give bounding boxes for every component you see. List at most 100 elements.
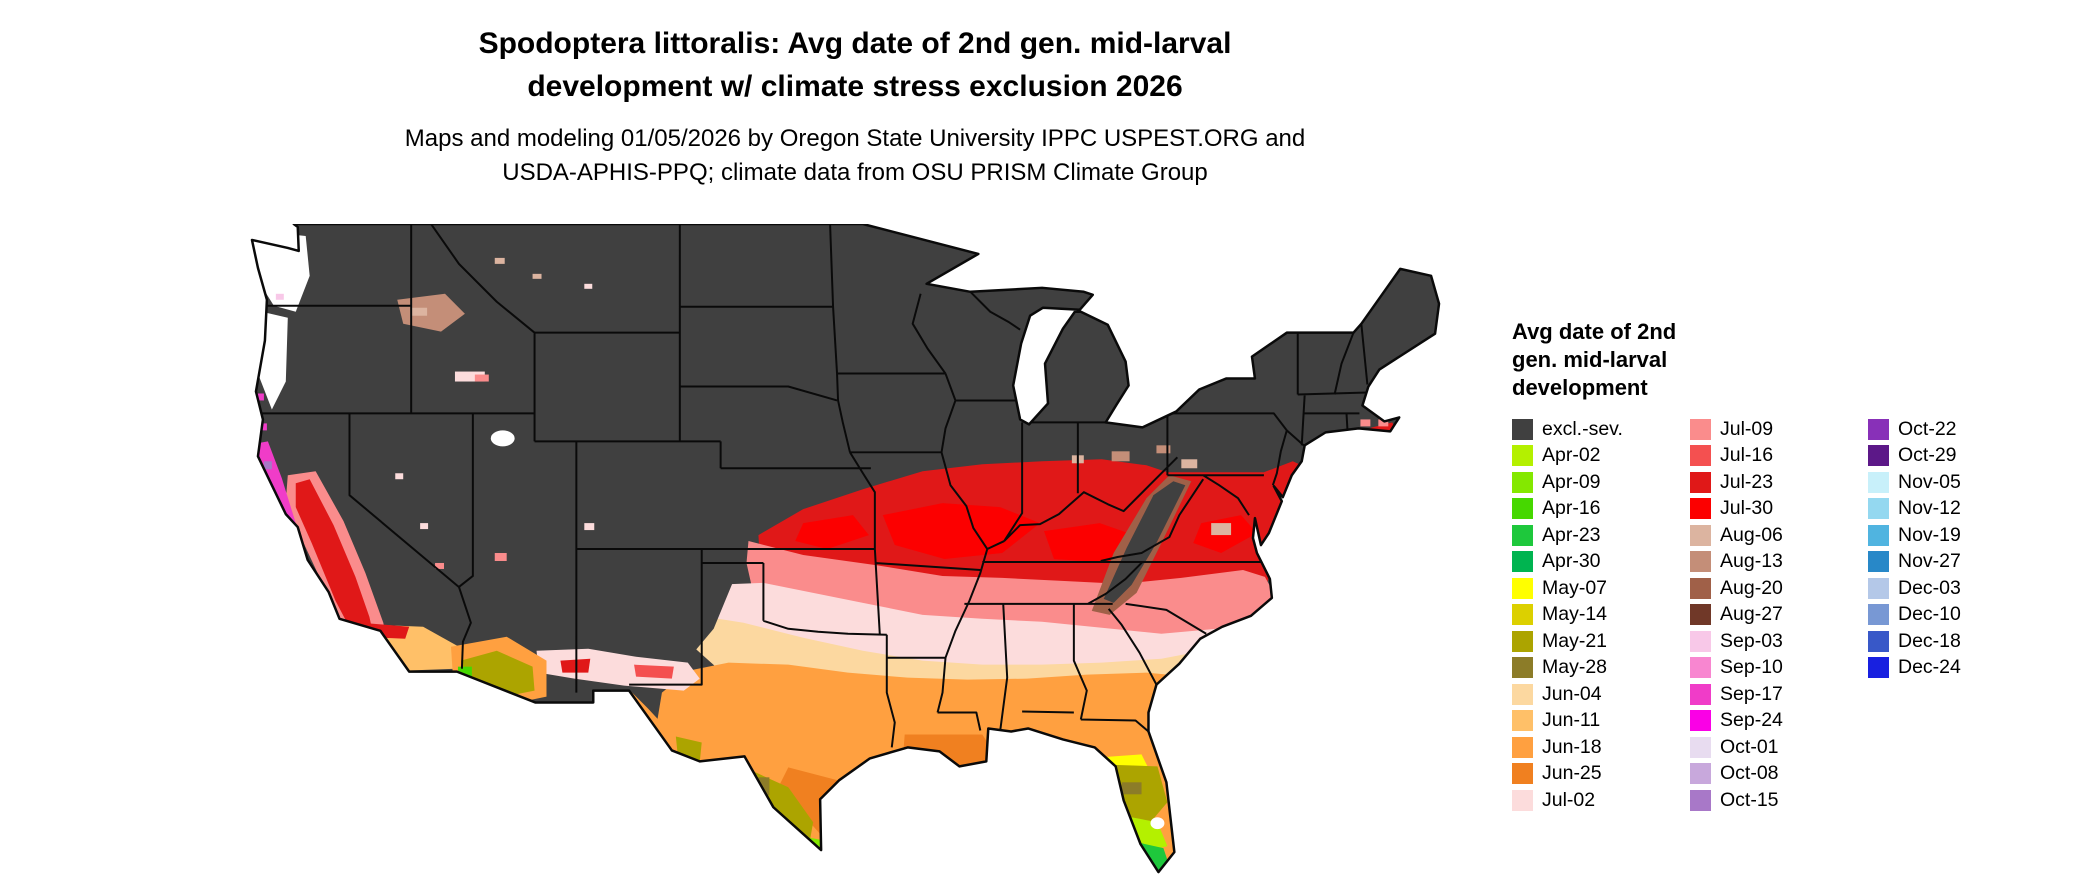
legend-swatch xyxy=(1690,763,1711,785)
legend-swatch xyxy=(1512,471,1533,493)
region-id-snake-salmon xyxy=(474,374,489,382)
map-subtitle-line-2: USDA-APHIS-PPQ; climate data from OSU PR… xyxy=(502,159,1208,186)
legend-entry: Aug-06 xyxy=(1690,522,1868,549)
legend-entry: Jul-23 xyxy=(1690,469,1868,496)
legend-label: Dec-10 xyxy=(1898,603,1961,626)
legend-entry: Jun-18 xyxy=(1512,734,1690,761)
legend-label: Jul-16 xyxy=(1720,444,1774,467)
legend-swatch xyxy=(1690,736,1711,758)
legend-label: Jul-30 xyxy=(1720,497,1774,520)
map-title-line-2: development w/ climate stress exclusion … xyxy=(527,70,1183,103)
region-ca-coast-purple-speck-2 xyxy=(255,483,263,491)
legend-entry: Oct-08 xyxy=(1690,761,1868,788)
region-sw-red-spot-az xyxy=(560,658,591,673)
legend-swatch xyxy=(1512,418,1533,440)
legend-entry: Jul-16 xyxy=(1690,443,1868,470)
legend-label: Sep-10 xyxy=(1720,656,1783,679)
legend-swatch xyxy=(1690,445,1711,467)
legend-label: Apr-16 xyxy=(1542,497,1601,520)
legend-label: Oct-08 xyxy=(1720,762,1779,785)
region-ca-coast-pink-speck xyxy=(365,652,374,659)
legend-entry: Nov-12 xyxy=(1868,496,1961,523)
region-jul30-core-kansas xyxy=(795,515,869,550)
legend-swatch xyxy=(1512,710,1533,732)
legend-swatch xyxy=(1868,524,1889,546)
region-nw-magenta-speck-4 xyxy=(255,393,264,401)
region-nv-speck-3 xyxy=(435,562,445,569)
legend-label: Aug-06 xyxy=(1720,523,1783,546)
region-mt-speck-1 xyxy=(494,257,505,264)
legend-entry: Dec-10 xyxy=(1868,602,1961,629)
legend-entry: Sep-24 xyxy=(1690,708,1868,735)
legend-label: Aug-20 xyxy=(1720,576,1783,599)
legend-label: Dec-24 xyxy=(1898,656,1961,679)
legend-swatch xyxy=(1868,604,1889,626)
us-choropleth-map xyxy=(246,224,1446,888)
region-highplains-gray-wedge xyxy=(636,549,733,655)
map-subtitle-line-1: Maps and modeling 01/05/2026 by Oregon S… xyxy=(404,125,1306,152)
region-pa2-brown-speck xyxy=(1181,459,1198,469)
legend-entry: excl.-sev. xyxy=(1512,416,1690,443)
legend-entry: Apr-16 xyxy=(1512,496,1690,523)
legend-swatch xyxy=(1690,577,1711,599)
legend-label: Apr-30 xyxy=(1542,550,1601,573)
legend-label: Jun-11 xyxy=(1542,709,1601,732)
legend-swatch xyxy=(1512,657,1533,679)
region-nw-magenta-speck-5 xyxy=(259,423,267,431)
legend-swatch xyxy=(1512,498,1533,520)
legend-swatch xyxy=(1690,710,1711,732)
region-ca-coast-purple-speck-1 xyxy=(263,461,272,470)
region-co-valley-speck xyxy=(584,523,595,531)
region-oh-brown-speck xyxy=(1111,451,1130,462)
legend-title: Avg date of 2nd gen. mid-larval developm… xyxy=(1512,318,2082,402)
legend-swatch xyxy=(1690,604,1711,626)
legend-column-3: Oct-22 Oct-29 Nov-05 Nov-12 Nov-19 Nov-27 Dec-… xyxy=(1868,416,1961,814)
legend-label: Jun-04 xyxy=(1542,682,1602,705)
legend-label: Nov-27 xyxy=(1898,550,1961,573)
region-va-tan-speck xyxy=(1211,523,1232,536)
legend-swatch xyxy=(1690,551,1711,573)
legend-title-line-1: Avg date of 2nd xyxy=(1512,319,1677,344)
legend-label: Jun-18 xyxy=(1542,735,1602,758)
legend-label: May-07 xyxy=(1542,576,1608,599)
legend-entry: Apr-02 xyxy=(1512,443,1690,470)
legend-entry: May-28 xyxy=(1512,655,1690,682)
legend-swatch xyxy=(1690,683,1711,705)
legend-swatch xyxy=(1868,498,1889,520)
legend-swatch xyxy=(1868,577,1889,599)
legend-swatch xyxy=(1512,630,1533,652)
map-subtitle: Maps and modeling 01/05/2026 by Oregon S… xyxy=(255,122,1455,190)
legend-entry: Aug-27 xyxy=(1690,602,1868,629)
great-salt-lake xyxy=(490,430,515,447)
region-nv-speck-1 xyxy=(395,473,404,480)
state-borders xyxy=(257,224,1369,748)
legend-label: Nov-12 xyxy=(1898,497,1961,520)
legend-label: Nov-19 xyxy=(1898,523,1961,546)
lake-okeechobee xyxy=(1150,817,1165,830)
legend-entry: Dec-18 xyxy=(1868,628,1961,655)
legend-swatch xyxy=(1868,551,1889,573)
legend-label: May-14 xyxy=(1542,603,1608,626)
region-mt-speck-2 xyxy=(532,273,542,279)
legend-entry: Sep-17 xyxy=(1690,681,1868,708)
legend-swatch xyxy=(1868,445,1889,467)
legend-swatch xyxy=(1512,577,1533,599)
legend-label: Jun-25 xyxy=(1542,762,1602,785)
legend-swatch xyxy=(1512,683,1533,705)
legend-entry: Aug-13 xyxy=(1690,549,1868,576)
legend-entry: Jul-30 xyxy=(1690,496,1868,523)
region-ca-coast-magenta xyxy=(251,441,398,681)
region-fl-may28-spot xyxy=(1121,782,1142,795)
region-mt-speck-3 xyxy=(584,283,593,289)
legend-entry: Jul-09 xyxy=(1690,416,1868,443)
map-regions xyxy=(251,224,1440,873)
legend-label: Oct-29 xyxy=(1898,444,1957,467)
legend-swatch xyxy=(1512,551,1533,573)
legend-label: Oct-01 xyxy=(1720,735,1779,758)
legend-swatch xyxy=(1868,418,1889,440)
legend-label: Jul-02 xyxy=(1542,788,1596,811)
legend-swatch xyxy=(1690,498,1711,520)
legend-swatch xyxy=(1690,524,1711,546)
legend-label: Jul-23 xyxy=(1720,470,1774,493)
legend-entry: May-14 xyxy=(1512,602,1690,629)
